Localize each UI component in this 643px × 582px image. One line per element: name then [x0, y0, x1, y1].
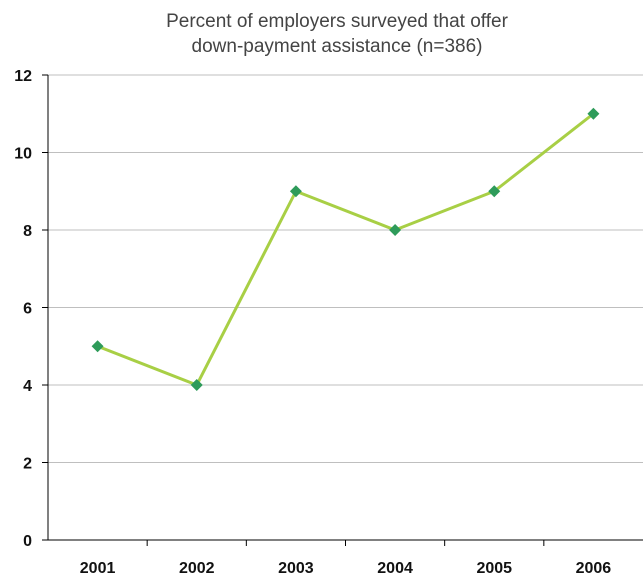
axes — [42, 74, 643, 546]
data-point-marker — [389, 224, 402, 236]
series — [91, 107, 600, 391]
data-point-marker — [488, 185, 501, 198]
chart-title-line-1: Percent of employers surveyed that offer — [166, 11, 508, 32]
data-point-marker — [91, 340, 104, 353]
x-tick-label: 2004 — [377, 560, 413, 577]
data-point-marker — [587, 107, 600, 120]
y-tick-label: 8 — [23, 223, 32, 240]
y-tick-label: 0 — [23, 533, 32, 550]
x-tick-label: 2001 — [80, 560, 116, 577]
x-axis-ticks: 2001 2002 2003 2004 2005 2006 — [80, 560, 612, 577]
y-tick-label: 6 — [23, 301, 32, 318]
series-line — [97, 112, 595, 387]
data-point-marker — [190, 379, 203, 391]
data-point-marker — [289, 185, 302, 198]
y-tick-label: 2 — [23, 456, 32, 473]
y-tick-label: 4 — [23, 378, 32, 395]
y-tick-label: 12 — [14, 68, 32, 85]
x-tick-label: 2005 — [476, 560, 512, 577]
y-axis-ticks: 0 2 4 6 8 10 12 — [14, 68, 32, 550]
y-tick-label: 10 — [14, 146, 32, 163]
x-tick-label: 2003 — [278, 560, 314, 577]
gridlines — [48, 74, 643, 463]
x-tick-label: 2002 — [179, 560, 215, 577]
chart-title: Percent of employers surveyed that offer… — [166, 11, 508, 57]
chart-title-line-2: down-payment assistance (n=386) — [192, 36, 483, 57]
x-tick-label: 2006 — [576, 560, 612, 577]
